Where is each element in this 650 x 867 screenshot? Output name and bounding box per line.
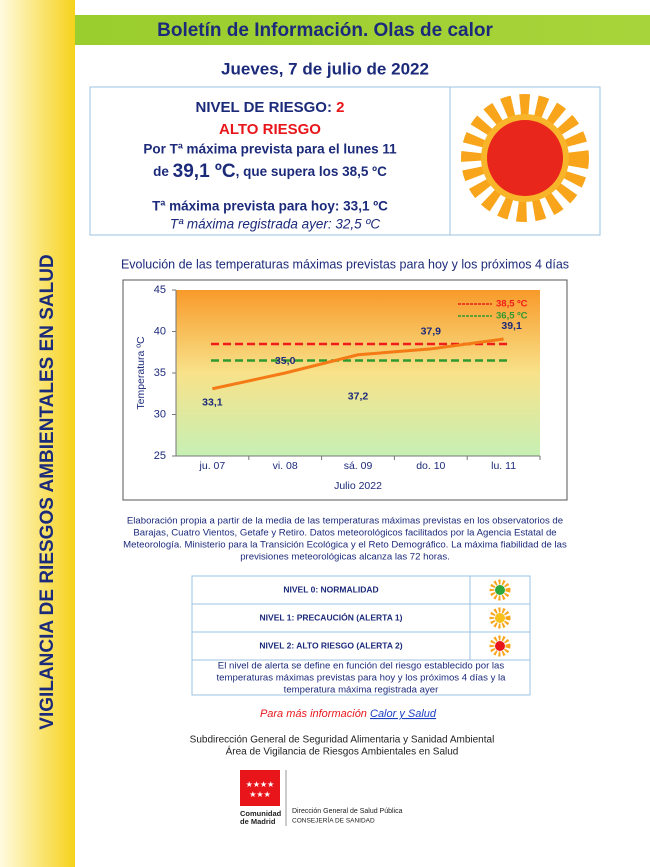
chart-title: Evolución de las temperaturas máximas pr… xyxy=(121,257,569,271)
y-tick-label: 45 xyxy=(154,284,166,296)
legend-label: 38,5 ºC xyxy=(496,299,528,310)
x-tick-label: lu. 11 xyxy=(491,460,516,472)
sun xyxy=(461,94,589,222)
logo-text: de Madrid xyxy=(240,817,276,826)
sidebar-text: VIGILANCIA DE RIESGOS AMBIENTALES EN SAL… xyxy=(37,254,58,729)
level-icon xyxy=(489,607,511,629)
svg-text:★★★: ★★★ xyxy=(249,790,271,799)
level-icon xyxy=(489,635,511,657)
explanation: temperaturas máximas previstas para hoy … xyxy=(217,673,507,684)
footer-line: Subdirección General de Seguridad Alimen… xyxy=(190,735,495,746)
data-label: 37,9 xyxy=(421,326,442,338)
data-label: 35,0 xyxy=(275,355,296,367)
logo-text: Comunidad xyxy=(240,809,282,818)
more-info: Para más información Calor y Salud xyxy=(260,708,437,720)
note-block: Elaboración propia a partir de la media … xyxy=(123,516,567,563)
forecast-value: de 39,1 ºC, que supera los 38,5 ºC xyxy=(153,161,387,182)
y-tick-label: 40 xyxy=(154,325,166,337)
forecast: Por Tª máxima prevista para el lunes 11 xyxy=(143,142,397,157)
level-row: NIVEL 2: ALTO RIESGO (ALERTA 2) xyxy=(259,640,402,650)
data-label: 39,1 xyxy=(501,320,522,332)
level-row: NIVEL 0: NORMALIDAD xyxy=(283,584,378,594)
today: Tª máxima prevista para hoy: 33,1 ºC xyxy=(152,199,388,214)
yesterday: Tª máxima registrada ayer: 32,5 ºC xyxy=(170,217,381,232)
level-icon xyxy=(489,579,511,601)
x-tick-label: vi. 08 xyxy=(273,460,298,472)
risk-box xyxy=(89,86,601,236)
svg-text:★★★★: ★★★★ xyxy=(246,780,275,789)
org-text: Dirección General de Salud Pública xyxy=(292,808,403,815)
link[interactable]: Calor y Salud xyxy=(370,708,437,720)
plot-area xyxy=(176,290,540,456)
banner xyxy=(75,15,650,45)
note-line: previsiones meteorológicas alcanza las 7… xyxy=(240,552,450,563)
sidebar xyxy=(0,0,75,867)
footer-line: Área de Vigilancia de Riesgos Ambientale… xyxy=(226,745,459,758)
explanation: El nivel de alerta se define en función … xyxy=(218,661,505,672)
x-tick-label: sá. 09 xyxy=(344,460,373,472)
explanation: temperatura máxima registrada ayer xyxy=(284,685,439,696)
x-axis-title: Julio 2022 xyxy=(334,480,382,492)
legend-label: 36,5 ºC xyxy=(496,311,528,322)
note-line: Elaboración propia a partir de la media … xyxy=(127,516,563,527)
y-tick-label: 30 xyxy=(154,408,166,420)
data-label: 33,1 xyxy=(202,397,223,409)
note-line: Meteorología. Ministerio para la Transic… xyxy=(123,540,567,551)
x-tick-label: ju. 07 xyxy=(199,460,226,472)
risk-level: NIVEL DE RIESGO: 2 xyxy=(196,99,345,116)
y-tick-label: 35 xyxy=(154,367,166,379)
y-axis-title: Temperatura ºC xyxy=(135,336,147,410)
org-text: CONSEJERÍA DE SANIDAD xyxy=(292,816,375,825)
data-label: 37,2 xyxy=(348,391,369,403)
logo: ★★★★ ★★★ xyxy=(240,770,287,826)
title: Boletín de Información. Olas de calor xyxy=(157,20,493,41)
note-line: Barajas, Cuatro Vientos, Getafe y Retiro… xyxy=(133,528,556,539)
data-line xyxy=(212,337,504,391)
y-tick-label: 25 xyxy=(154,450,166,462)
level-row: NIVEL 1: PRECAUCIÓN (ALERTA 1) xyxy=(260,611,403,622)
risk-name: ALTO RIESGO xyxy=(219,121,321,138)
x-tick-label: do. 10 xyxy=(416,460,445,472)
date: Jueves, 7 de julio de 2022 xyxy=(221,59,429,78)
levels-table xyxy=(191,575,531,696)
